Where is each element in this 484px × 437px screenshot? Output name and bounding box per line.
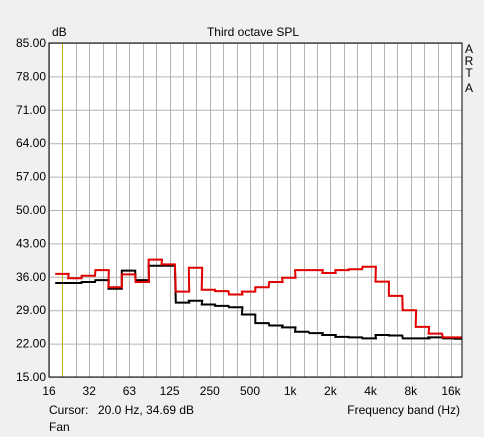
chart-title: Third octave SPL [207,25,299,39]
brand-letter-r: R [465,54,474,68]
series-layer [55,258,462,340]
y-tick-label: 29.00 [16,303,46,317]
y-tick-label: 57.00 [16,170,46,184]
x-tick-label: 63 [123,384,137,398]
cursor-label: Cursor: [49,403,89,417]
y-axis-unit-label: dB [52,25,67,39]
mode-label: Fan [49,420,70,434]
x-tick-label: 250 [200,384,220,398]
x-tick-label: 8k [404,384,418,398]
x-tick-label: 32 [83,384,97,398]
brand-letter-a1: A [465,42,473,56]
x-tick-label: 2k [324,384,338,398]
y-tick-label: 22.00 [16,337,46,351]
x-tick-label: 16 [42,384,56,398]
x-tick-labels: 16 32 63 125 250 500 1k 2k 4k 8k 16k [42,384,461,398]
x-tick-label: 4k [364,384,378,398]
x-tick-label: 1k [284,384,298,398]
x-tick-label: 125 [160,384,180,398]
y-tick-label: 36.00 [16,270,46,284]
cursor-readout: 20.0 Hz, 34.69 dB [98,403,195,417]
y-tick-labels: 85.00 78.00 71.00 64.00 57.00 50.00 43.00 36.00… [16,36,46,384]
series-black-line [55,264,462,340]
brand-letter-t: T [465,66,473,80]
y-tick-label: 78.00 [16,69,46,83]
x-tick-label: 16k [441,384,461,398]
plot-frame [48,42,463,378]
x-tick-label: 500 [240,384,260,398]
x-axis-label: Frequency band (Hz) [347,403,460,417]
y-tick-label: 71.00 [16,103,46,117]
series-red-line [55,258,462,339]
y-tick-label: 50.00 [16,203,46,217]
y-tick-label: 85.00 [16,36,46,50]
y-tick-label: 64.00 [16,136,46,150]
y-tick-label: 43.00 [16,236,46,250]
y-tick-label: 15.00 [16,370,46,384]
brand-letter-a2: A [465,81,473,95]
